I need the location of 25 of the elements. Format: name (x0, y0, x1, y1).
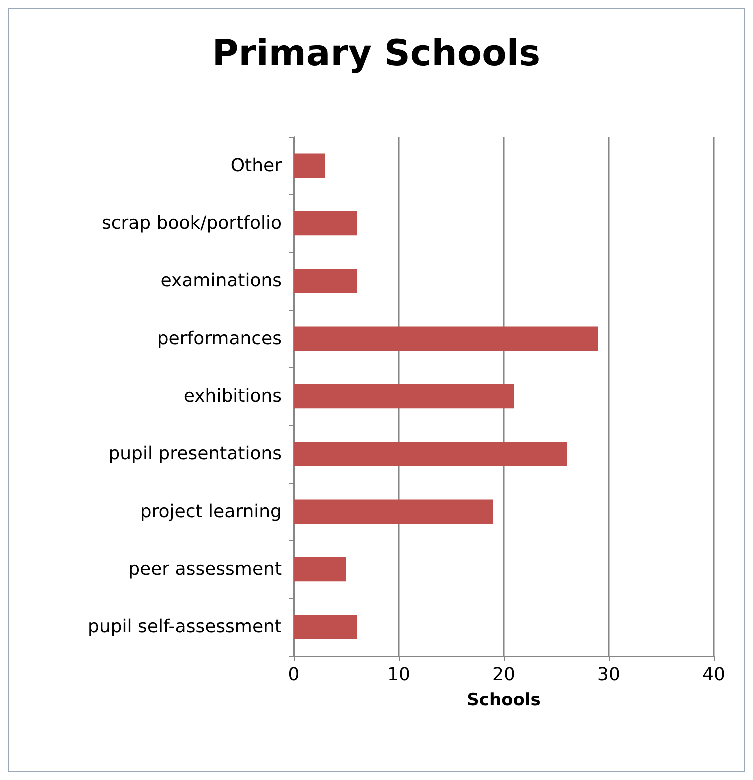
bar (294, 211, 357, 236)
y-tick-label: examinations (160, 270, 282, 292)
bar (294, 384, 514, 409)
x-tick-label: 10 (388, 664, 410, 686)
y-tick-label: performances (157, 328, 282, 350)
x-tick-label: 30 (598, 664, 620, 686)
bar (294, 557, 346, 582)
y-tick-label: peer assessment (128, 559, 282, 580)
y-tick-label: pupil self-assessment (88, 616, 282, 638)
bar (294, 326, 598, 351)
bar (294, 615, 357, 640)
y-tick-label: exhibitions (184, 386, 282, 407)
x-tick-label: 20 (492, 664, 516, 686)
y-tick-label: scrap book/portfolio (102, 213, 282, 234)
bar (294, 269, 357, 294)
x-axis-title: Schools (467, 690, 541, 710)
x-tick-label: 40 (702, 664, 726, 686)
bar (294, 442, 567, 466)
y-tick-label: pupil presentations (108, 444, 282, 465)
y-tick-label: Other (230, 155, 283, 176)
bar (294, 154, 326, 178)
x-tick-label: 0 (288, 664, 300, 686)
y-tick-label: project learning (140, 501, 282, 522)
bar (294, 500, 494, 524)
chart-title: Primary Schools (212, 34, 541, 74)
